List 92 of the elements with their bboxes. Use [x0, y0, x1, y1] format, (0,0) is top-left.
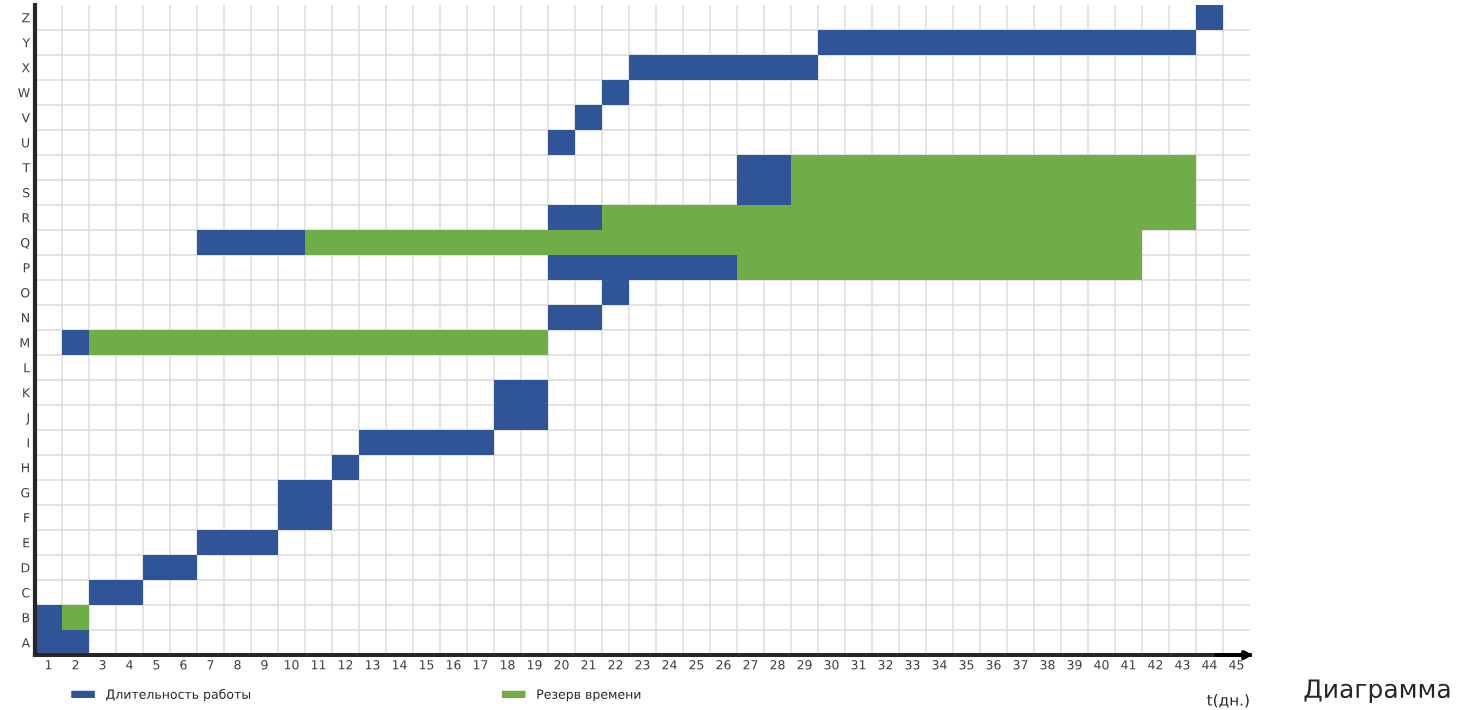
bar: [629, 55, 818, 80]
x-tick-label: 19: [527, 660, 542, 670]
bar: [548, 130, 575, 155]
bar: [89, 580, 143, 605]
y-tick-label: G: [21, 487, 30, 498]
x-tick-label: 42: [1148, 660, 1163, 670]
y-tick-label: Y: [22, 38, 31, 48]
y-tick-label: V: [21, 113, 31, 123]
bar: [1196, 5, 1223, 30]
y-tick-label: M: [20, 338, 29, 348]
x-tick-label: 6: [180, 660, 187, 670]
y-tick-label: C: [22, 587, 30, 598]
x-tick-label: 14: [392, 660, 407, 670]
x-tick-label: 32: [878, 660, 893, 670]
y-tick-label: A: [21, 638, 31, 648]
x-tick-label: 37: [1013, 660, 1028, 670]
x-tick-label: 8: [234, 660, 241, 670]
x-tick-label: 35: [959, 660, 974, 670]
bar: [62, 330, 89, 355]
bar: [359, 430, 494, 455]
x-tick-label: 43: [1175, 660, 1190, 670]
y-tick-label: B: [22, 613, 30, 623]
y-tick-label: O: [21, 287, 30, 298]
bar: [575, 105, 602, 130]
x-tick-label: 28: [770, 660, 785, 670]
legend-label: Длительность работы: [106, 689, 251, 702]
x-tick-label: 2: [72, 660, 79, 670]
bar: [197, 530, 278, 555]
y-tick-label: H: [21, 463, 29, 473]
x-tick-label: 29: [797, 660, 812, 670]
bar: [548, 305, 602, 330]
bar: [143, 555, 197, 580]
y-tick-label: U: [22, 138, 30, 148]
y-tick-label: P: [23, 263, 30, 273]
x-tick-label: 30: [824, 660, 839, 670]
x-tick-label: 20: [554, 660, 569, 670]
y-tick-label: X: [21, 63, 30, 73]
bar: [89, 330, 548, 355]
x-tick-label: 33: [905, 660, 920, 670]
x-tick-label: 34: [932, 660, 947, 670]
x-tick-label: 13: [365, 660, 380, 670]
y-tick-label: Z: [22, 13, 30, 23]
y-tick-label: F: [24, 513, 30, 523]
x-tick-label: 45: [1229, 660, 1244, 670]
y-tick-label: W: [18, 88, 30, 98]
x-tick-label: 40: [1094, 660, 1109, 670]
x-tick-label: 25: [689, 660, 704, 670]
x-tick-label: 5: [153, 660, 160, 670]
x-tick-label: 24: [662, 660, 677, 670]
y-tick-label: E: [23, 538, 30, 548]
x-tick-label: 22: [608, 660, 623, 670]
x-tick-label: 1: [45, 660, 52, 670]
bar: [548, 205, 602, 230]
x-tick-label: 3: [99, 660, 106, 670]
y-tick-label: K: [23, 388, 31, 398]
x-tick-label: 41: [1121, 660, 1136, 670]
x-tick-label: 38: [1040, 660, 1055, 670]
bar: [602, 80, 629, 105]
bar: [197, 230, 305, 255]
x-tick-label: 11: [311, 660, 326, 670]
x-tick-label: 12: [338, 660, 353, 670]
x-tick-label: 36: [986, 660, 1001, 670]
x-tick-label: 4: [126, 660, 133, 670]
x-tick-label: 27: [743, 660, 758, 670]
x-tick-label: 21: [581, 660, 596, 670]
x-tick-label: 26: [716, 660, 731, 670]
y-tick-label: R: [22, 213, 30, 223]
y-tick-label: T: [22, 163, 31, 173]
y-tick-label: I: [27, 438, 29, 448]
y-tick-label: S: [23, 187, 30, 198]
y-tick-label: N: [22, 313, 29, 323]
text: Диаграмма: [1304, 679, 1450, 703]
x-tick-label: 7: [207, 660, 214, 670]
x-axis-title: t(дн.): [1207, 694, 1249, 708]
x-tick-label: 17: [473, 660, 488, 670]
x-tick-label: 9: [261, 660, 268, 670]
x-tick-label: 39: [1067, 660, 1082, 670]
x-tick-label: 18: [500, 660, 515, 670]
y-tick-label: J: [25, 413, 29, 425]
x-tick-label: 31: [851, 660, 866, 670]
bar: [332, 455, 359, 480]
x-tick-label: 10: [284, 660, 299, 670]
x-tick-label: 44: [1202, 660, 1217, 670]
y-tick-label: Q: [21, 237, 30, 249]
legend-label: Резерв времени: [537, 689, 641, 702]
x-tick-label: 15: [419, 660, 434, 670]
bar: [62, 605, 89, 630]
bar: [818, 30, 1196, 55]
y-tick-label: L: [24, 363, 31, 373]
x-tick-label: 16: [446, 660, 461, 670]
x-tick-label: 23: [635, 660, 650, 670]
y-tick-label: D: [21, 563, 30, 573]
